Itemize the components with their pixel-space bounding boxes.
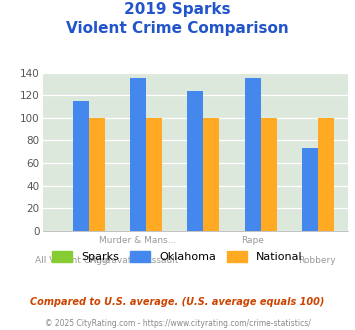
Bar	[261, 118, 277, 231]
Bar	[89, 118, 105, 231]
Bar	[318, 118, 334, 231]
Text: 2019 Sparks: 2019 Sparks	[124, 2, 231, 16]
Bar	[130, 78, 146, 231]
Bar	[245, 78, 261, 231]
Bar	[203, 118, 219, 231]
Bar	[146, 118, 162, 231]
Text: © 2025 CityRating.com - https://www.cityrating.com/crime-statistics/: © 2025 CityRating.com - https://www.city…	[45, 319, 310, 328]
Text: All Violent Crime: All Violent Crime	[35, 256, 111, 265]
Text: Robbery: Robbery	[299, 256, 336, 265]
Legend: Sparks, Oklahoma, National: Sparks, Oklahoma, National	[48, 247, 307, 267]
Bar	[302, 148, 318, 231]
Bar	[187, 91, 203, 231]
Text: Compared to U.S. average. (U.S. average equals 100): Compared to U.S. average. (U.S. average …	[30, 297, 325, 307]
Bar	[72, 101, 89, 231]
Text: Violent Crime Comparison: Violent Crime Comparison	[66, 21, 289, 36]
Text: Aggravated Assault: Aggravated Assault	[90, 256, 179, 265]
